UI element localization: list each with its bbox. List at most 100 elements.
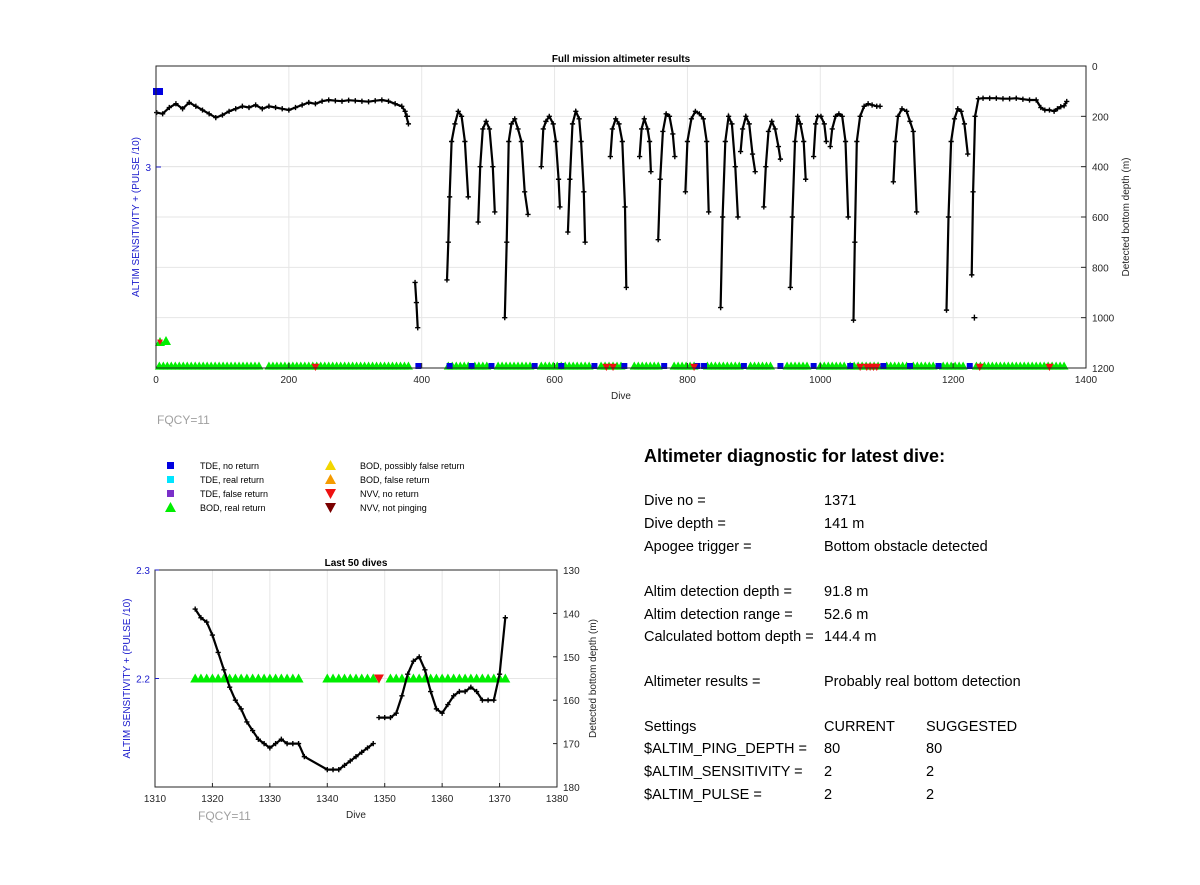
bottom-depth-line [739,112,757,172]
bottom-depth-point [306,99,312,106]
setting-current: 2 [824,787,833,803]
setting-name: $ALTIM_PULSE = [644,787,762,803]
bottom-depth-point [330,767,336,773]
bottom-depth-point [907,118,913,124]
bottom-depth-point [402,108,408,114]
tde-no-return-marker [446,363,453,369]
bottom-depth-point [192,606,198,612]
tde-no-return-marker [531,363,538,369]
bottom-depth-point [688,116,695,122]
y-left-axis-label: ALTIM SENSITIVITY + (PULSE /10) [122,599,133,759]
bottom-depth-point [746,121,752,127]
legend-marker [165,502,176,512]
y-right-tick-label: 140 [563,609,580,620]
fqcy-label-bottom: FQCY=11 [198,809,251,823]
bottom-depth-point [540,126,546,132]
y-right-tick-label: 0 [1092,62,1098,73]
bottom-depth-point [502,615,508,621]
legend-label: BOD, false return [360,475,430,485]
bottom-depth-point [857,113,863,119]
diag-value: Bottom obstacle detected [824,539,988,555]
diag-value: Probably real bottom detection [824,674,1021,690]
bottom-depth-point [623,284,629,291]
fqcy-label-top: FQCY=11 [157,413,210,427]
bottom-depth-point [795,113,801,119]
legend-square-icon [167,490,174,497]
bottom-depth-point [948,138,954,145]
y-right-tick-label: 400 [1092,163,1109,174]
bottom-depth-point [232,697,238,703]
diag-value: 141 m [824,516,865,532]
bottom-depth-point [726,113,732,119]
bottom-depth-point [227,684,233,690]
bottom-depth-point [445,701,451,708]
bottom-depth-point [462,688,468,695]
bottom-depth-point [769,118,775,124]
bottom-depth-point [865,101,871,107]
legend-marker [167,462,174,469]
bottom-depth-point [1058,104,1064,110]
bottom-depth-point [641,116,647,122]
x-tick-label: 1350 [374,794,397,805]
nvv-no-return-marker [872,363,881,371]
bottom-depth-point [827,143,833,150]
bottom-depth-point [850,317,857,323]
bottom-depth-point [239,103,245,109]
bottom-depth-point [393,710,399,716]
bottom-depth-point [1020,96,1026,102]
bottom-depth-point [474,688,480,695]
x-tick-label: 1370 [488,794,511,805]
tde-no-return-marker [153,88,163,95]
bottom-depth-point [198,615,204,621]
bottom-depth-point [209,632,216,638]
bottom-depth-point [352,98,358,104]
bottom-depth-point [813,121,819,127]
bottom-depth-point [422,667,428,673]
bottom-depth-point [581,189,587,195]
bottom-depth-point [522,189,528,195]
bottom-depth-point [557,204,563,210]
y-left-tick-label: 3 [145,163,151,174]
bottom-depth-point [553,138,559,145]
bottom-depth-point [616,121,622,127]
bottom-depth-point [772,126,778,132]
bottom-depth-point [965,151,971,157]
chart-title: Full mission altimeter results [552,54,691,65]
bottom-depth-point [987,95,993,101]
y-right-tick-label: 200 [1092,112,1109,123]
bottom-depth-point [261,741,267,747]
full-mission-chart: 0 200 400 600 800 1000 1200 1400020040060080010… [131,54,1132,402]
bottom-depth-point [166,104,172,111]
bottom-depth-point [376,714,382,721]
bottom-depth-point [444,277,450,283]
nvv-no-return-marker [373,674,384,684]
diag-label: Altim detection range = [644,607,793,623]
diag-label: Altimeter results = [644,674,761,690]
bottom-depth-point [160,111,166,117]
bottom-depth-point [412,279,418,286]
bottom-depth-point [792,138,798,145]
tde-no-return-marker [847,363,854,369]
bottom-depth-point [213,114,219,121]
bottom-depth-point [704,138,710,145]
bottom-depth-point [319,98,325,104]
bod-real-return-marker [500,673,511,683]
bottom-depth-point [359,98,365,104]
bottom-depth-point [246,104,252,111]
legend-label: NVV, not pinging [360,503,427,513]
bod-real-return-marker [293,673,304,683]
y-left-axis-label: ALTIM SENSITIVITY + (PULSE /10) [131,137,142,297]
diag-label: Dive no = [644,493,706,509]
legend-label: TDE, real return [200,475,265,485]
legend-triangle-down-icon [325,489,336,499]
bottom-depth-point [490,164,496,170]
x-tick-label: 1000 [809,375,832,386]
legend-marker [325,460,336,470]
setting-name: $ALTIM_SENSITIVITY = [644,764,803,780]
bottom-depth-point [387,714,394,721]
y-left-tick-label: 2.2 [136,675,150,686]
bottom-depth-point [569,121,576,127]
bottom-depth-point [696,111,702,117]
bottom-depth-point [765,128,772,135]
bottom-depth-point [455,108,461,114]
